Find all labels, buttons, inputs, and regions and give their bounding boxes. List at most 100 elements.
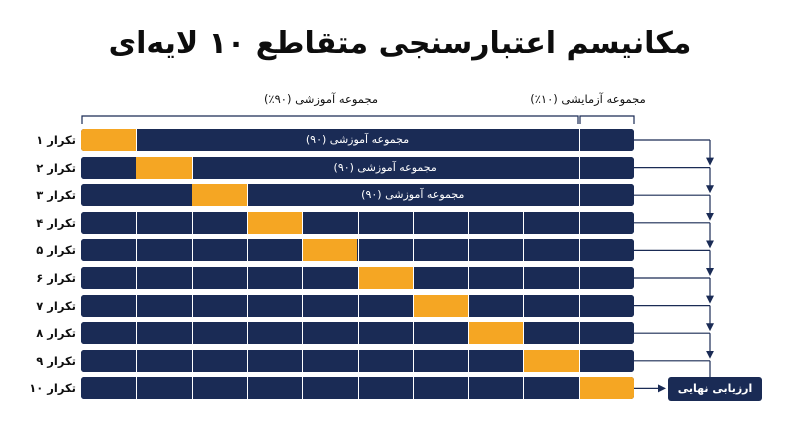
iteration-label: تکرار ۱ bbox=[36, 133, 76, 147]
training-fold bbox=[468, 239, 524, 262]
training-fold bbox=[136, 267, 192, 289]
training-fold bbox=[468, 349, 524, 372]
training-fold bbox=[302, 377, 358, 400]
training-set-text: مجموعه آموزشی (۹۰) bbox=[361, 188, 465, 202]
training-set-label: مجموعه آموزشی (۹۰٪) bbox=[263, 92, 379, 106]
training-fold bbox=[302, 349, 358, 372]
iteration-row: تکرار ۲ مجموعه آموزشی (۹۰) bbox=[0, 156, 800, 180]
training-fold bbox=[191, 239, 247, 262]
training-fold bbox=[412, 239, 469, 262]
training-fold bbox=[81, 322, 137, 345]
test-set-label: مجموعه آزمایشی (۱۰٪) bbox=[530, 92, 646, 106]
fold-bar bbox=[81, 211, 634, 234]
fold-bar bbox=[81, 377, 634, 400]
training-fold bbox=[523, 211, 579, 234]
training-fold bbox=[412, 211, 469, 234]
training-fold bbox=[578, 349, 634, 372]
iteration-label: تکرار ۵ bbox=[36, 243, 76, 258]
test-fold bbox=[81, 129, 137, 151]
test-fold bbox=[357, 267, 413, 289]
training-fold bbox=[246, 322, 303, 345]
iteration-label: تکرار ۶ bbox=[36, 271, 76, 285]
iteration-row: تکرار ۳ مجموعه آموزشی (۹۰) bbox=[0, 183, 800, 207]
training-fold bbox=[302, 211, 358, 234]
training-fold bbox=[246, 239, 303, 262]
fold-bar bbox=[81, 294, 634, 317]
training-fold bbox=[81, 294, 137, 317]
iteration-row: تکرار ۶ bbox=[0, 266, 800, 290]
test-bracket bbox=[579, 115, 635, 124]
fold-bar bbox=[81, 239, 634, 262]
training-fold bbox=[191, 294, 247, 317]
iteration-label: تکرار ۹ bbox=[36, 353, 76, 368]
training-fold bbox=[136, 322, 192, 345]
final-evaluation-box: ارزیابی نهایی bbox=[668, 377, 762, 401]
training-fold bbox=[81, 184, 192, 207]
training-fold bbox=[357, 211, 413, 234]
training-fold bbox=[136, 294, 192, 317]
training-fold bbox=[412, 267, 469, 289]
fold-bar bbox=[81, 349, 634, 372]
iteration-label: تکرار ۳ bbox=[36, 188, 76, 203]
training-fold bbox=[468, 211, 524, 234]
fold-bar bbox=[81, 322, 634, 345]
training-fold bbox=[246, 349, 303, 372]
training-fold bbox=[523, 322, 579, 345]
iteration-row: تکرار ۸ bbox=[0, 321, 800, 345]
iteration-row: تکرار ۱۰ bbox=[0, 376, 800, 400]
training-fold bbox=[357, 322, 413, 345]
training-fold bbox=[302, 294, 358, 317]
fold-bar: مجموعه آموزشی (۹۰) bbox=[81, 156, 634, 179]
training-fold bbox=[578, 156, 634, 179]
training-fold bbox=[578, 129, 634, 151]
training-fold bbox=[302, 322, 358, 345]
training-fold bbox=[468, 377, 524, 400]
iteration-row: تکرار ۵ bbox=[0, 238, 800, 262]
iteration-row: تکرار ۴ bbox=[0, 211, 800, 235]
training-fold bbox=[578, 239, 634, 262]
training-fold bbox=[81, 239, 137, 262]
fold-bar: مجموعه آموزشی (۹۰) bbox=[81, 184, 634, 207]
training-fold bbox=[302, 267, 358, 289]
iteration-row: تکرار ۱ مجموعه آموزشی (۹۰) bbox=[0, 128, 800, 152]
training-fold bbox=[136, 239, 192, 262]
training-fold bbox=[578, 184, 634, 207]
training-fold bbox=[136, 349, 192, 372]
training-fold bbox=[412, 349, 469, 372]
training-fold bbox=[191, 322, 247, 345]
training-fold bbox=[246, 377, 303, 400]
training-fold bbox=[357, 377, 413, 400]
training-fold bbox=[81, 377, 137, 400]
training-fold bbox=[246, 184, 579, 207]
test-fold bbox=[191, 184, 247, 207]
iteration-label: تکرار ۷ bbox=[36, 298, 76, 313]
training-fold bbox=[136, 129, 579, 151]
fold-bar bbox=[81, 267, 634, 289]
training-fold bbox=[191, 349, 247, 372]
diagram-title: مکانیسم اعتبارسنجی متقاطع ۱۰ لایه‌ای bbox=[108, 26, 692, 61]
training-fold bbox=[191, 156, 579, 179]
test-fold bbox=[523, 349, 579, 372]
training-fold bbox=[523, 239, 579, 262]
test-fold bbox=[578, 377, 634, 400]
training-fold bbox=[357, 349, 413, 372]
training-fold bbox=[81, 156, 137, 179]
iteration-label: تکرار ۸ bbox=[36, 326, 76, 341]
training-fold bbox=[578, 322, 634, 345]
iteration-label: تکرار ۱۰ bbox=[29, 381, 76, 396]
training-set-text: مجموعه آموزشی (۹۰) bbox=[333, 160, 437, 174]
training-fold bbox=[412, 322, 469, 345]
training-set-text: مجموعه آموزشی (۹۰) bbox=[305, 133, 410, 146]
iteration-label: تکرار ۲ bbox=[36, 160, 76, 175]
training-fold bbox=[246, 294, 303, 317]
test-fold bbox=[302, 239, 358, 262]
training-fold bbox=[523, 377, 579, 400]
training-fold bbox=[136, 211, 192, 234]
training-fold bbox=[523, 267, 579, 289]
iteration-row: تکرار ۷ bbox=[0, 294, 800, 318]
training-fold bbox=[81, 267, 137, 289]
training-fold bbox=[578, 267, 634, 289]
fold-bar: مجموعه آموزشی (۹۰) bbox=[81, 129, 634, 151]
training-fold bbox=[191, 211, 247, 234]
test-fold bbox=[412, 294, 469, 317]
